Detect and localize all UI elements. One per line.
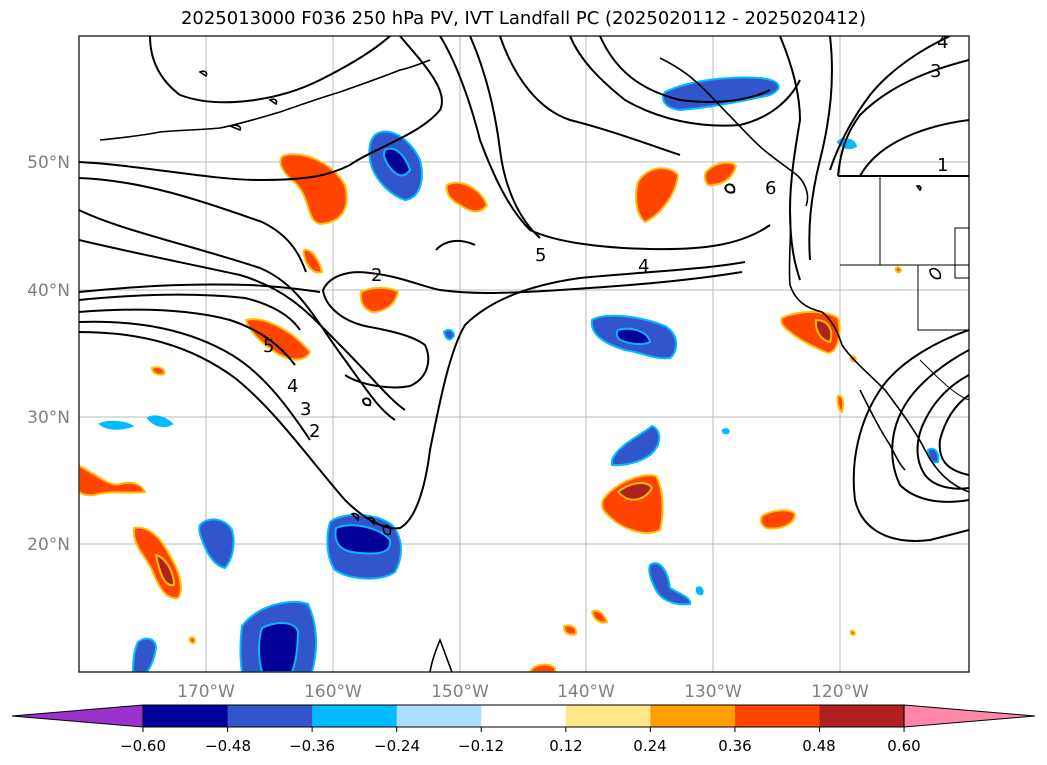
contour-label: 2 <box>309 421 320 442</box>
coastlines <box>99 57 969 672</box>
contour-label: 3 <box>930 61 941 82</box>
lon-label: 120°W <box>811 682 869 702</box>
colorbar-label: −0.24 <box>374 737 420 755</box>
contour-label: 5 <box>535 245 546 266</box>
lat-label: 50°N <box>27 153 70 173</box>
contour-label: 3 <box>300 399 311 420</box>
colorbar-labels: −0.60 −0.48 −0.36 −0.24 −0.12 0.12 0.24 … <box>120 737 921 755</box>
lon-label: 160°W <box>304 682 362 702</box>
colorbar-cell <box>481 705 567 727</box>
contour-label: 4 <box>937 32 948 53</box>
colorbar-cell <box>143 705 229 727</box>
lon-label: 150°W <box>431 682 489 702</box>
pv-contours <box>79 36 969 542</box>
colorbar-label: 0.48 <box>802 737 835 755</box>
colorbar-cell <box>819 705 905 727</box>
latitude-labels: 50°N 40°N 30°N 20°N <box>27 153 70 555</box>
map-panel: 5 4 3 2 2 5 4 3 1 4 6 <box>78 32 970 673</box>
lat-label: 20°N <box>27 535 70 555</box>
lat-label: 30°N <box>27 408 70 428</box>
colorbar-ticks <box>142 727 905 732</box>
colorbar-extend-right <box>903 704 1036 728</box>
colorbar-label: −0.48 <box>205 737 251 755</box>
colorbar-cells <box>11 704 1036 728</box>
longitude-labels: 170°W 160°W 150°W 140°W 130°W 120°W <box>177 682 869 702</box>
colorbar-label: 0.60 <box>887 737 920 755</box>
colorbar-label: 0.36 <box>718 737 751 755</box>
map-frame <box>78 35 970 673</box>
lon-label: 140°W <box>557 682 615 702</box>
colorbar-outline <box>142 704 905 728</box>
colorbar-cell <box>734 705 820 727</box>
colorbar-label: −0.12 <box>458 737 504 755</box>
lat-label: 40°N <box>27 281 70 301</box>
colorbar-cell <box>227 705 313 727</box>
contour-labels: 5 4 3 2 2 5 4 3 1 4 6 <box>263 32 948 442</box>
contour-label: 5 <box>263 336 274 357</box>
colorbar-cell <box>396 705 482 727</box>
colorbar-cell <box>312 705 398 727</box>
map-title: 2025013000 F036 250 hPa PV, IVT Landfall… <box>180 8 867 29</box>
contour-label: 1 <box>937 155 948 176</box>
colorbar-label: −0.36 <box>289 737 335 755</box>
political-boundaries <box>840 175 969 401</box>
colorbar-cell <box>565 705 651 727</box>
contour-label: 2 <box>371 265 382 286</box>
contour-label: 4 <box>287 376 298 397</box>
lon-label: 130°W <box>684 682 742 702</box>
map-background <box>79 36 969 672</box>
colorbar-extend-left <box>11 704 144 728</box>
colorbar-cell <box>650 705 736 727</box>
pv-negative-anomalies <box>97 76 940 672</box>
colorbar-label: −0.60 <box>120 737 166 755</box>
colorbar: −0.60 −0.48 −0.36 −0.24 −0.12 0.12 0.24 … <box>11 704 1036 755</box>
lon-label: 170°W <box>177 682 235 702</box>
contour-label: 6 <box>765 178 776 199</box>
contour-label: 4 <box>638 256 649 277</box>
colorbar-label: 0.12 <box>549 737 582 755</box>
pv-positive-anomalies <box>79 153 902 672</box>
colorbar-label: 0.24 <box>633 737 666 755</box>
